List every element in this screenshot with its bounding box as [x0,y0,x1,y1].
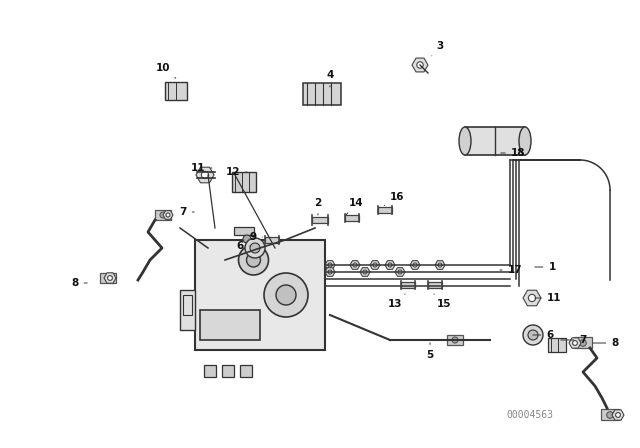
Bar [548,338,566,352]
Circle shape [573,340,577,345]
Circle shape [529,294,536,302]
Bar [312,217,328,223]
Text: 3: 3 [432,41,444,56]
Circle shape [353,263,357,267]
Text: 17: 17 [500,265,522,275]
Text: 6: 6 [532,330,554,340]
Circle shape [363,270,367,274]
Circle shape [616,413,620,418]
Bar [204,365,216,377]
Text: 16: 16 [384,192,404,206]
Text: 2: 2 [314,198,322,215]
Circle shape [452,337,458,343]
Polygon shape [350,261,360,269]
Circle shape [580,340,586,346]
Bar [183,295,192,315]
Circle shape [250,243,260,253]
Polygon shape [370,261,380,269]
Text: 15: 15 [434,294,451,309]
Text: 7: 7 [179,207,194,217]
Circle shape [523,325,543,345]
Text: 5: 5 [426,343,434,360]
Circle shape [276,285,296,305]
Circle shape [105,275,111,281]
Circle shape [373,263,377,267]
Bar [401,282,415,288]
Circle shape [108,276,113,280]
Bar [345,215,359,221]
Polygon shape [523,290,541,306]
Bar [465,127,525,155]
Ellipse shape [519,127,531,155]
Bar [240,365,252,377]
Circle shape [417,62,423,68]
Bar [574,337,592,348]
Text: 1: 1 [535,262,556,272]
Bar [601,409,619,420]
Polygon shape [325,261,335,269]
Bar [200,310,260,340]
Text: 8: 8 [72,278,87,288]
Text: 13: 13 [388,294,405,309]
Bar [303,83,341,105]
Text: 4: 4 [326,70,333,87]
Circle shape [388,263,392,267]
Polygon shape [385,261,395,269]
Bar [428,282,442,288]
Circle shape [239,245,269,275]
Bar [180,290,195,330]
Circle shape [528,330,538,340]
Polygon shape [196,167,214,183]
Polygon shape [412,58,428,72]
Circle shape [202,172,209,179]
Circle shape [264,273,308,317]
Text: 7: 7 [561,335,587,345]
Bar [195,240,325,350]
Circle shape [328,263,332,267]
Text: 8: 8 [593,338,619,348]
Circle shape [398,270,402,274]
Circle shape [607,412,613,418]
Polygon shape [104,273,116,283]
Text: 11: 11 [191,163,212,173]
Circle shape [245,238,265,258]
Polygon shape [569,338,581,348]
Bar [234,227,254,235]
Bar [447,335,463,345]
Bar [232,172,256,192]
Polygon shape [395,267,405,276]
Text: 14: 14 [346,198,364,215]
Polygon shape [435,261,445,269]
Text: 9: 9 [250,232,262,242]
Polygon shape [612,410,624,420]
Circle shape [328,270,332,274]
Ellipse shape [459,127,471,155]
Bar [165,82,187,100]
Text: 6: 6 [236,241,249,251]
Text: 12: 12 [226,167,247,177]
Polygon shape [410,261,420,269]
Circle shape [166,213,170,217]
Polygon shape [325,267,335,276]
Polygon shape [163,211,173,220]
Text: 11: 11 [535,293,561,303]
Circle shape [246,253,260,267]
Text: 00004563: 00004563 [506,410,554,420]
Text: 10: 10 [156,63,176,78]
Bar [222,365,234,377]
Bar [100,273,116,283]
Circle shape [160,212,166,218]
Text: 18: 18 [500,148,525,158]
Bar [155,210,171,220]
Bar [378,207,392,213]
Polygon shape [360,267,370,276]
Bar [265,237,279,243]
Circle shape [438,263,442,267]
Circle shape [243,235,251,243]
Circle shape [413,263,417,267]
